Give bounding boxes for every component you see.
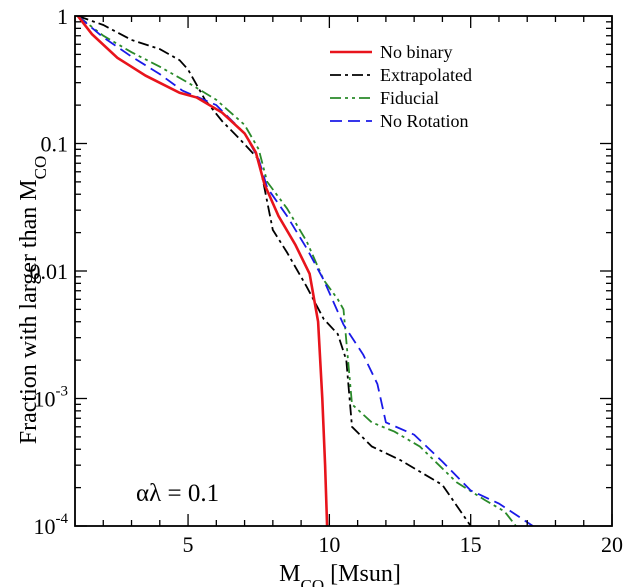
legend-label-extrapolated: Extrapolated bbox=[380, 65, 472, 85]
y-axis-label: Fraction with larger than MCO bbox=[16, 156, 50, 444]
y-tick-label: 1 bbox=[57, 4, 68, 29]
series-line-no-rotation bbox=[77, 16, 534, 526]
legend: No binary Extrapolated Fiducial No Rotation bbox=[330, 42, 472, 131]
y-tick-label: 0.01 bbox=[30, 259, 69, 284]
plot-area bbox=[76, 16, 534, 526]
series-line-no-binary bbox=[76, 16, 329, 526]
alpha-lambda-annotation: αλ = 0.1 bbox=[136, 480, 219, 507]
y-tick-label: 10-3 bbox=[34, 384, 69, 412]
y-tick-label: 10-4 bbox=[34, 511, 69, 539]
series-line-extrapolated bbox=[77, 16, 472, 526]
axis-ticks: 5 10 15 20 1 0.1 0.01 10-3 10-4 bbox=[30, 4, 624, 557]
y-tick-label: 0.1 bbox=[41, 132, 69, 157]
x-tick-label: 5 bbox=[183, 532, 194, 557]
legend-label-fiducial: Fiducial bbox=[380, 88, 439, 108]
x-axis-label: MCO [Msun] bbox=[279, 561, 401, 587]
x-tick-label: 15 bbox=[460, 532, 482, 557]
legend-label-no-rotation: No Rotation bbox=[380, 111, 469, 131]
plot-frame bbox=[74, 15, 613, 527]
series-line-fiducial bbox=[77, 16, 517, 526]
x-tick-label: 20 bbox=[601, 532, 623, 557]
x-tick-label: 10 bbox=[318, 532, 340, 557]
legend-label-no-binary: No binary bbox=[380, 42, 452, 62]
